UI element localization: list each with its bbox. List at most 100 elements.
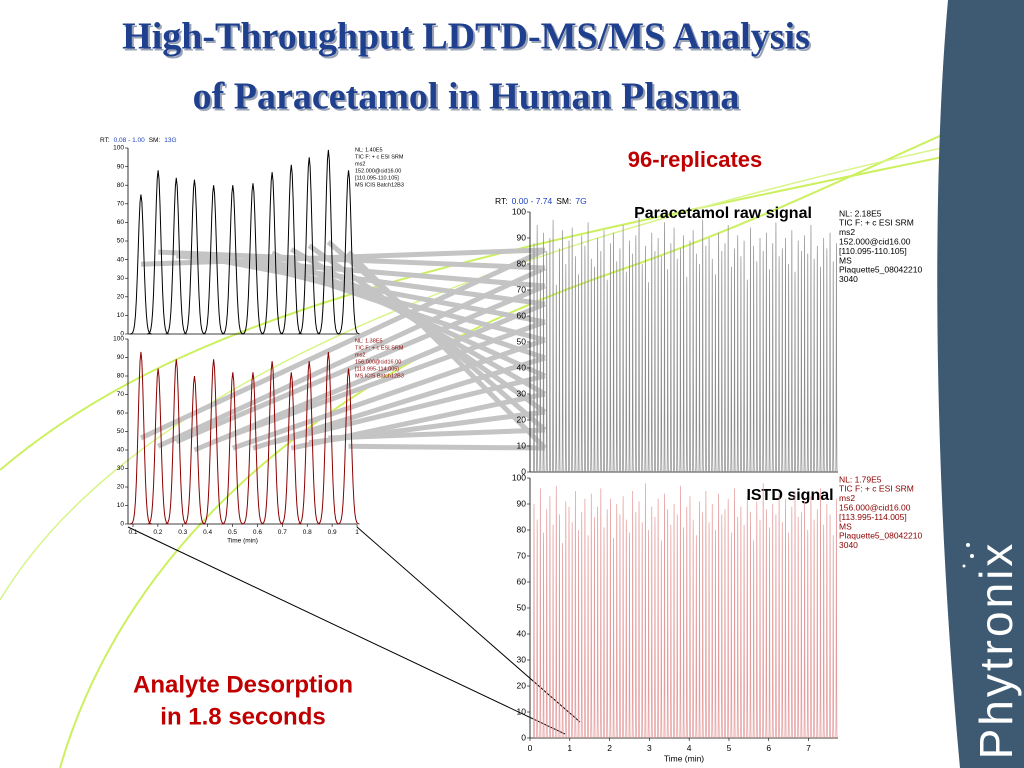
- peak: [577, 529, 580, 739]
- peak: [542, 232, 545, 473]
- peak: [317, 149, 340, 335]
- y-tick-label: 40: [117, 447, 125, 454]
- peak: [742, 524, 746, 739]
- peak: [790, 230, 793, 473]
- peak: [701, 219, 704, 473]
- peak: [812, 258, 816, 473]
- peak: [679, 485, 682, 739]
- peak: [555, 485, 558, 739]
- peak: [647, 282, 650, 473]
- peak: [787, 532, 790, 739]
- peak: [774, 222, 778, 473]
- y-tick-label: 60: [517, 310, 527, 320]
- peak: [628, 532, 631, 739]
- y-tick-label: 20: [117, 484, 125, 491]
- peak: [165, 359, 188, 525]
- peak: [641, 263, 644, 473]
- y-tick-label: 90: [517, 232, 527, 242]
- x-tick-label: 0.5: [228, 529, 237, 536]
- peak: [660, 256, 663, 473]
- peak: [707, 237, 711, 473]
- peak: [637, 501, 641, 739]
- peak: [647, 529, 650, 739]
- zoom-connector: [139, 247, 547, 441]
- peak: [337, 170, 360, 335]
- chart-note: NL: 1.79E5: [839, 474, 882, 484]
- peak: [692, 519, 695, 739]
- peak: [545, 250, 548, 473]
- peak: [803, 235, 806, 473]
- header-part: 7G: [575, 196, 586, 206]
- x-tick-label: 0.6: [253, 529, 262, 536]
- peak: [548, 237, 552, 473]
- y-tick-label: 100: [113, 336, 124, 343]
- peak: [650, 506, 653, 739]
- peak: [663, 222, 666, 473]
- peak: [704, 245, 708, 473]
- desorption-label: Analyte Desorption: [133, 671, 353, 698]
- peak: [621, 496, 625, 739]
- peak: [714, 529, 717, 739]
- peak: [561, 230, 564, 473]
- peak: [784, 498, 787, 739]
- peak: [241, 183, 264, 335]
- x-axis-label: Time (min): [227, 538, 258, 545]
- peak: [574, 256, 577, 473]
- peak: [165, 177, 188, 335]
- peak: [147, 368, 170, 525]
- signal-label: ISTD signal: [746, 487, 833, 504]
- zoom-connector: [348, 443, 546, 451]
- y-tick-label: 80: [117, 373, 125, 380]
- peak: [822, 524, 825, 739]
- peak: [787, 263, 790, 473]
- peak: [609, 243, 612, 473]
- peak: [545, 509, 548, 739]
- y-tick-label: 90: [517, 498, 527, 508]
- x-tick-label: 0.9: [328, 529, 337, 536]
- peak: [698, 501, 701, 739]
- x-tick-label: 0.4: [203, 529, 212, 536]
- peak: [663, 493, 666, 739]
- peak: [298, 361, 321, 525]
- peak: [202, 359, 225, 525]
- peak: [317, 351, 340, 525]
- peak: [676, 514, 679, 739]
- peak: [586, 535, 590, 739]
- peak: [742, 240, 746, 473]
- peak: [739, 256, 743, 473]
- peak: [727, 224, 730, 473]
- peak: [695, 253, 698, 473]
- peak: [650, 232, 653, 473]
- peak: [631, 253, 634, 473]
- peak: [606, 509, 609, 739]
- peak: [797, 516, 800, 739]
- x-tick-label: 1: [567, 743, 572, 753]
- peak: [685, 506, 688, 739]
- peak: [634, 511, 637, 739]
- peak: [666, 509, 669, 739]
- peak: [816, 509, 819, 739]
- chart-note: 3040: [839, 274, 858, 284]
- chart-note: [113.995-114.005]: [839, 512, 907, 522]
- peak: [765, 232, 768, 473]
- peak: [653, 516, 657, 739]
- peak: [688, 496, 692, 739]
- y-tick-label: 80: [517, 524, 527, 534]
- peak: [606, 279, 609, 473]
- chart-note: 3040: [839, 540, 858, 550]
- peak: [298, 157, 321, 335]
- peak: [590, 493, 593, 739]
- peak: [551, 219, 555, 473]
- peak: [765, 509, 768, 739]
- peak: [612, 537, 615, 739]
- x-tick-label: 0.1: [128, 529, 137, 536]
- peak: [714, 274, 717, 473]
- chart-header: RT: 0.08 - 1.00 SM: 13G: [100, 137, 177, 144]
- y-tick-label: 100: [512, 472, 526, 482]
- peak: [657, 498, 660, 739]
- peak: [752, 540, 755, 739]
- peak: [551, 524, 555, 739]
- peak: [657, 237, 660, 473]
- peak: [129, 351, 152, 525]
- peak: [590, 258, 593, 473]
